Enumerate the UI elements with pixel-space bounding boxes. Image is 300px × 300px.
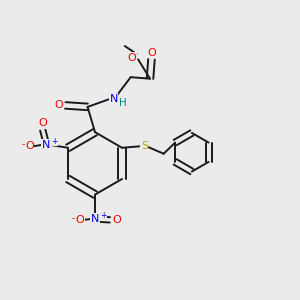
Text: -: - (21, 140, 24, 149)
Text: O: O (112, 215, 121, 225)
Text: +: + (100, 211, 106, 220)
Text: N: N (91, 214, 99, 224)
Text: O: O (54, 100, 63, 110)
Text: N: N (41, 140, 50, 150)
Text: O: O (76, 215, 85, 225)
Text: N: N (110, 94, 118, 103)
Text: O: O (128, 53, 136, 63)
Text: O: O (25, 141, 34, 151)
Text: +: + (51, 137, 57, 146)
Text: O: O (148, 48, 157, 58)
Text: S: S (141, 141, 148, 151)
Text: O: O (38, 118, 47, 128)
Text: H: H (119, 98, 127, 108)
Text: -: - (72, 214, 75, 223)
